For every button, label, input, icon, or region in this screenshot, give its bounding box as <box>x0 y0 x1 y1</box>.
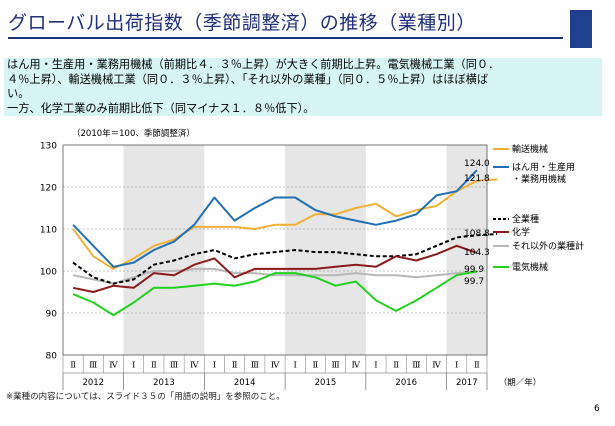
y-tick-label: 110 <box>40 226 57 236</box>
summary-line: はん用・生産用・業務用機械（前期比４．３％上昇）が大きく前期比上昇。電気機械工業… <box>7 58 500 71</box>
quarter-label: Ⅰ <box>374 361 377 371</box>
corner-decoration <box>570 10 592 48</box>
quarter-label: Ⅲ <box>412 361 420 371</box>
year-label: 2015 <box>315 378 337 388</box>
year-label: 2014 <box>234 378 256 388</box>
slide-title: グローバル出荷指数（季節調整済）の推移（業種別） <box>8 12 476 34</box>
page-number: 6 <box>594 404 600 414</box>
year-label: 2012 <box>82 378 104 388</box>
legend-label: 化学 <box>512 226 530 238</box>
quarter-label: Ⅱ <box>151 361 157 371</box>
chart-note: （2010年＝100、季節調整済） <box>72 128 195 139</box>
series-line <box>72 270 478 317</box>
year-label: 2013 <box>153 378 175 388</box>
quarter-label: Ⅱ <box>312 361 318 371</box>
legend-label: それ以外の業種計 <box>512 240 584 252</box>
series-line <box>72 233 498 285</box>
end-value-label: 99.9 <box>464 265 484 275</box>
legend-label: はん用・生産用 <box>512 161 575 173</box>
end-value-label: 99.7 <box>464 277 484 287</box>
quarter-label: Ⅱ <box>474 361 480 371</box>
quarter-label: Ⅳ <box>432 361 441 371</box>
legend-label: ・業務用機械 <box>512 173 566 185</box>
quarter-label: Ⅰ <box>213 361 216 371</box>
series-line <box>72 169 478 268</box>
axis-unit-label: （期／年） <box>499 377 542 388</box>
title-rule <box>8 37 563 39</box>
legend-label: 輸送機械 <box>512 143 548 155</box>
quarter-label: Ⅲ <box>170 361 178 371</box>
quarter-label: Ⅳ <box>271 361 280 371</box>
legend-label: 電気機械 <box>512 261 548 273</box>
quarter-label: Ⅳ <box>190 361 199 371</box>
series-line <box>72 178 498 270</box>
quarter-label: Ⅳ <box>109 361 118 371</box>
year-band <box>285 145 366 355</box>
summary-line: 一方、化学工業のみ前期比低下（同マイナス１．８％低下）。 <box>7 101 315 115</box>
y-tick-label: 100 <box>40 268 57 278</box>
end-value-label: 108.8 <box>464 229 490 239</box>
quarter-label: Ⅳ <box>352 361 361 371</box>
quarter-label: Ⅰ <box>455 361 458 371</box>
quarter-label: Ⅱ <box>232 361 238 371</box>
summary-line: い。 <box>7 87 30 100</box>
end-value-label: 124.0 <box>464 159 490 169</box>
summary-line: ４％上昇）、輸送機械工業（同０．３％上昇）、「それ以外の業種」（同０．５％上昇）… <box>7 72 489 86</box>
quarter-label: Ⅰ <box>294 361 297 371</box>
year-label: 2016 <box>395 378 417 388</box>
quarter-label: Ⅲ <box>331 361 339 371</box>
quarter-label: Ⅲ <box>251 361 259 371</box>
series-line <box>72 244 478 293</box>
y-tick-label: 90 <box>46 310 58 320</box>
legend-label: 全業種 <box>512 213 539 225</box>
summary-box: はん用・生産用・業務用機械（前期比４．３％上昇）が大きく前期比上昇。電気機械工業… <box>4 58 602 116</box>
shipment-index-chart: 80 90 100 110 120 130 （2010年＝100、季節調整済） Ⅱ Ⅲ Ⅳ Ⅰ Ⅱ Ⅲ Ⅳ… <box>40 128 584 390</box>
end-value-label: 104.3 <box>464 248 490 258</box>
quarter-label: Ⅲ <box>89 361 97 371</box>
quarter-label: Ⅱ <box>393 361 399 371</box>
year-label: 2017 <box>456 378 478 388</box>
quarter-label: Ⅰ <box>132 361 135 371</box>
footnote: ※業種の内容については、スライド３５の「用語の説明」を参照のこと。 <box>6 392 285 402</box>
quarter-label: Ⅱ <box>70 361 76 371</box>
end-value-label: 121.8 <box>464 174 490 184</box>
y-tick-label: 120 <box>40 184 57 194</box>
plot-frame <box>62 144 488 356</box>
year-band <box>123 145 205 355</box>
y-tick-label: 80 <box>46 352 58 362</box>
y-tick-label: 130 <box>40 142 57 152</box>
